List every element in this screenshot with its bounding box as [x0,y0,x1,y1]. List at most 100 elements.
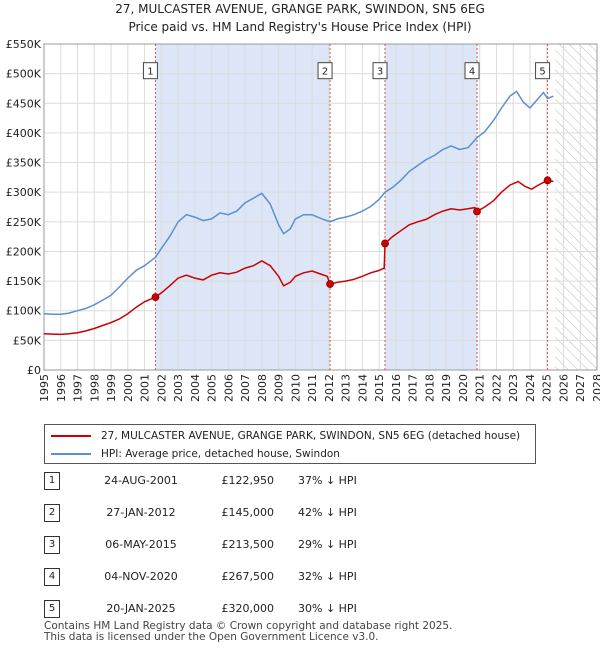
sale-date: 04-NOV-2020 [104,570,178,583]
x-tick-label: 2022 [490,374,503,402]
y-tick-label: £250K [6,216,42,229]
x-tick-label: 2004 [189,374,202,402]
x-tick-label: 2028 [591,374,600,402]
plot-frame [43,43,598,371]
shaded-period [155,44,331,370]
x-tick-label: 2014 [356,374,369,402]
y-tick-label: £150K [6,275,42,288]
sale-price: £213,500 [221,538,275,551]
legend-item-property: 27, MULCASTER AVENUE, GRANGE PARK, SWIND… [51,428,520,444]
shaded-period [385,44,478,370]
x-tick-label: 1996 [55,374,68,402]
sale-label-box [535,62,551,80]
sale-hpi-diff: 37% ↓ HPI [298,474,357,487]
sale-point [151,293,160,302]
x-tick-label: 1997 [72,374,85,402]
x-tick-label: 2025 [541,374,554,402]
legend-swatch-hpi [51,453,91,455]
y-tick-label: £200K [6,245,42,258]
y-tick-label: £450K [6,97,42,110]
y-tick-label: £0 [27,364,41,377]
footer: Contains HM Land Registry data © Crown c… [44,621,452,643]
x-tick-label: 2015 [373,374,386,402]
sale-date: 06-MAY-2015 [105,538,177,551]
sale-row: 5 20-JAN-2025 £320,000 30% ↓ HPI [44,600,564,620]
sale-hpi-diff: 30% ↓ HPI [298,602,357,615]
x-tick-label: 2007 [239,374,252,402]
sale-date: 27-JAN-2012 [106,506,176,519]
legend: 27, MULCASTER AVENUE, GRANGE PARK, SWIND… [44,424,536,464]
x-tick-label: 2021 [474,374,487,402]
y-tick-label: £550K [6,38,42,51]
sale-price: £122,950 [221,474,275,487]
y-tick-label: £100K [6,305,42,318]
x-tick-label: 2024 [524,374,537,402]
legend-label-property: 27, MULCASTER AVENUE, GRANGE PARK, SWIND… [101,430,521,442]
sale-point [473,207,481,216]
sale-date: 24-AUG-2001 [104,474,178,487]
x-tick-label: 2018 [423,374,436,402]
x-tick-label: 2016 [390,374,403,402]
sale-row: 1 24-AUG-2001 £122,950 37% ↓ HPI [44,472,564,492]
x-tick-label: 1995 [38,374,51,402]
x-tick-label: 2005 [206,374,219,402]
sale-row: 2 27-JAN-2012 £145,000 42% ↓ HPI [44,504,564,524]
y-tick-label: £300K [6,186,42,199]
sale-hpi-diff: 29% ↓ HPI [298,538,357,551]
sale-row: 4 04-NOV-2020 £267,500 32% ↓ HPI [44,568,564,588]
sale-price: £145,000 [221,506,275,519]
sale-number-badge: 4 [44,568,60,586]
sale-price: £320,000 [221,602,275,615]
chart-subtitle: Price paid vs. HM Land Registry's House … [128,20,472,34]
sale-label-number: 2 [322,67,328,78]
legend-swatch-property [51,435,91,437]
footer-copyright: Contains HM Land Registry data © Crown c… [44,620,453,632]
x-tick-label: 2011 [306,374,319,402]
sale-point [326,280,334,288]
price-chart: £0 £50K £100K £150K £200K £250K £300K £350K £400… [6,38,600,402]
sale-point [381,239,389,248]
sale-number-badge: 3 [44,536,60,554]
sale-point [543,176,552,185]
future-region [555,44,597,370]
x-tick-label: 2017 [407,374,420,402]
x-tick-label: 2006 [222,374,235,402]
legend-item-hpi: HPI: Average price, detached house, Swin… [51,446,340,462]
x-tick-label: 1999 [105,374,118,402]
hpi-line [43,90,554,316]
x-tick-label: 2023 [507,374,520,402]
sale-label-box [372,62,388,80]
x-tick-label: 2001 [139,374,152,402]
sale-label-number: 1 [147,67,153,78]
x-tick-label: 1998 [88,374,101,402]
y-tick-label: £500K [6,68,42,81]
footer-licence: This data is licensed under the Open Gov… [44,631,379,643]
sale-label-box [317,62,333,80]
legend-label-hpi: HPI: Average price, detached house, Swin… [101,448,340,460]
sale-date: 20-JAN-2025 [106,602,176,615]
sale-label-box [464,62,480,80]
x-tick-label: 2009 [273,374,286,402]
x-tick-label: 2002 [155,374,168,402]
y-tick-label: £350K [6,157,42,170]
sale-number-badge: 5 [44,600,60,618]
x-tick-label: 2003 [172,374,185,402]
sale-number-badge: 2 [44,504,60,522]
chart-title: 27, MULCASTER AVENUE, GRANGE PARK, SWIND… [115,2,485,16]
x-tick-label: 2026 [557,374,570,402]
sale-label-number: 5 [539,67,545,78]
x-tick-label: 2027 [574,374,587,402]
sale-label-number: 3 [377,67,383,78]
x-tick-label: 2008 [256,374,269,402]
x-tick-label: 2019 [440,374,453,402]
sale-row: 3 06-MAY-2015 £213,500 29% ↓ HPI [44,536,564,556]
sale-label-box [142,62,158,80]
sale-label-number: 4 [469,67,475,78]
y-tick-label: £50K [13,334,42,347]
x-tick-label: 2013 [340,374,353,402]
sale-number-badge: 1 [44,472,60,490]
x-tick-label: 2020 [457,374,470,402]
x-tick-label: 2012 [323,374,336,402]
x-tick-label: 2010 [289,374,302,402]
sale-price: £267,500 [221,570,275,583]
